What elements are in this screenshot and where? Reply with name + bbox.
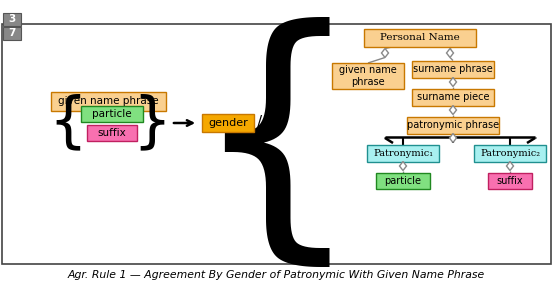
Text: patronymic phrase: patronymic phrase xyxy=(407,120,499,130)
Text: 3: 3 xyxy=(8,15,15,25)
Text: Agr. Rule 1 — Agreement By Gender of Patronymic With Given Name Phrase: Agr. Rule 1 — Agreement By Gender of Pat… xyxy=(68,270,485,280)
FancyBboxPatch shape xyxy=(87,125,137,141)
Text: {: { xyxy=(190,17,362,279)
Text: 7: 7 xyxy=(8,29,15,39)
Polygon shape xyxy=(382,49,389,57)
FancyBboxPatch shape xyxy=(376,173,430,189)
Polygon shape xyxy=(507,162,514,170)
FancyBboxPatch shape xyxy=(407,116,499,134)
FancyBboxPatch shape xyxy=(3,13,21,26)
FancyBboxPatch shape xyxy=(3,27,21,40)
Text: given name phrase: given name phrase xyxy=(58,96,158,106)
Text: surname phrase: surname phrase xyxy=(413,64,493,74)
FancyBboxPatch shape xyxy=(50,92,165,110)
FancyBboxPatch shape xyxy=(488,173,532,189)
Text: Patronymic₂: Patronymic₂ xyxy=(480,148,540,158)
Text: suffix: suffix xyxy=(497,176,523,186)
Polygon shape xyxy=(446,49,453,57)
Text: suffix: suffix xyxy=(98,128,127,138)
Text: surname piece: surname piece xyxy=(417,92,489,102)
FancyBboxPatch shape xyxy=(2,24,551,264)
Text: gender: gender xyxy=(208,118,248,128)
Polygon shape xyxy=(450,106,456,114)
FancyBboxPatch shape xyxy=(367,144,439,162)
Polygon shape xyxy=(450,134,456,142)
Polygon shape xyxy=(450,78,456,86)
Polygon shape xyxy=(399,162,406,170)
FancyBboxPatch shape xyxy=(202,114,254,132)
FancyBboxPatch shape xyxy=(81,106,143,122)
Text: }: } xyxy=(133,94,171,152)
Text: Personal Name: Personal Name xyxy=(380,33,460,43)
Text: given name
phrase: given name phrase xyxy=(339,65,397,87)
Text: particle: particle xyxy=(384,176,421,186)
FancyBboxPatch shape xyxy=(412,88,494,106)
FancyBboxPatch shape xyxy=(474,144,546,162)
FancyBboxPatch shape xyxy=(332,63,404,89)
Text: Patronymic₁: Patronymic₁ xyxy=(373,148,433,158)
FancyBboxPatch shape xyxy=(364,29,476,47)
Text: {: { xyxy=(49,94,87,152)
FancyBboxPatch shape xyxy=(412,61,494,78)
Text: particle: particle xyxy=(92,109,132,119)
Text: /: / xyxy=(258,116,263,130)
